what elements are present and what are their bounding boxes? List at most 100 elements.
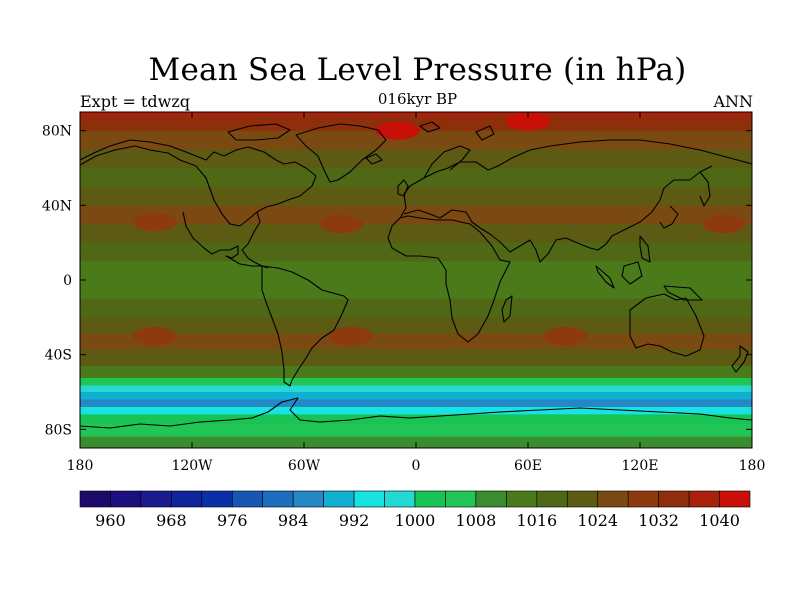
lon-tick-label: 60E xyxy=(514,458,542,474)
coast-iceland xyxy=(365,153,383,165)
lon-tick-label: 180 xyxy=(67,458,94,474)
colorbar-swatch xyxy=(445,490,477,508)
colorbar-swatch xyxy=(201,490,233,508)
pressure-high-cell xyxy=(132,327,177,345)
coast-africa xyxy=(387,215,511,343)
lat-tick-label: 0 xyxy=(63,273,72,289)
lat-tick-label: 40N xyxy=(42,198,72,214)
pressure-band xyxy=(80,385,752,393)
lon-tick-label: 120W xyxy=(171,458,213,474)
colorbar-swatch xyxy=(475,490,507,508)
colorbar-label: 1024 xyxy=(577,511,618,530)
season-label: ANN xyxy=(713,92,753,111)
colorbar-swatch xyxy=(688,490,720,508)
colorbar-swatch xyxy=(110,490,142,508)
pressure-band xyxy=(80,205,752,225)
coast-svalbard xyxy=(419,121,441,133)
colorbar-swatch xyxy=(262,490,294,508)
coast-philippines xyxy=(639,235,651,263)
map-axes: 180 120W 60W 0 60E 120E 180 80N 40N 0 40S 80S xyxy=(42,112,765,474)
coast-scandinavia xyxy=(423,145,471,179)
colorbar-swatch xyxy=(506,490,538,508)
colorbar-label: 968 xyxy=(156,511,187,530)
pressure-band xyxy=(80,224,752,244)
chart-subtitle: 016kyr BP xyxy=(377,90,458,108)
colorbar-label: 1040 xyxy=(699,511,740,530)
coast-new-guinea xyxy=(663,285,703,301)
pressure-band xyxy=(80,242,752,262)
coast-borneo xyxy=(621,261,643,285)
colorbar-label: 976 xyxy=(217,511,248,530)
colorbar: 960 968 976 984 992 1000 1008 1016 1024 1032 1040 xyxy=(79,490,751,530)
colorbar-swatch xyxy=(292,490,324,508)
coast-kamchatka xyxy=(699,171,711,207)
colorbar-label: 1000 xyxy=(395,511,436,530)
coast-greenland xyxy=(295,123,387,183)
coast-new-zealand xyxy=(731,345,749,373)
coast-uk xyxy=(397,179,409,197)
colorbar-swatch xyxy=(627,490,659,508)
coast-japan xyxy=(659,205,679,229)
pressure-band xyxy=(80,333,752,350)
colorbar-swatch xyxy=(323,490,355,508)
colorbar-swatch xyxy=(597,490,629,508)
pressure-band xyxy=(80,392,752,400)
colorbar-swatch xyxy=(566,490,599,508)
colorbar-swatch xyxy=(79,490,111,508)
colorbar-label: 1016 xyxy=(516,511,557,530)
coast-novaya-zemlya xyxy=(475,125,495,141)
colorbar-swatch xyxy=(536,490,568,508)
lat-tick-label: 80S xyxy=(45,422,72,438)
lat-tick-label: 40S xyxy=(45,348,72,364)
coast-north-america xyxy=(80,139,317,227)
colorbar-label: 1008 xyxy=(456,511,497,530)
chart-title: Mean Sea Level Pressure (in hPa) xyxy=(148,52,687,88)
pressure-high-cell xyxy=(543,327,588,345)
pressure-band xyxy=(80,130,752,150)
lon-tick-label: 120E xyxy=(622,458,659,474)
pressure-high-cell xyxy=(328,327,373,345)
lon-tick-label: 180 xyxy=(739,458,766,474)
pressure-band xyxy=(80,414,752,425)
pressure-band xyxy=(80,406,752,415)
experiment-label: Expt = tdwzq xyxy=(80,92,190,111)
lon-tick-label: 0 xyxy=(412,458,421,474)
pressure-band xyxy=(80,261,752,281)
coast-us-east xyxy=(241,211,269,269)
pressure-high-cell xyxy=(319,215,364,233)
pressure-band xyxy=(80,116,752,132)
coastlines xyxy=(80,121,752,429)
pressure-high-cell xyxy=(375,121,420,140)
colorbar-swatch xyxy=(384,490,416,508)
pressure-band xyxy=(80,423,752,438)
colorbar-swatch xyxy=(414,490,446,508)
colorbar-swatch xyxy=(231,490,264,508)
coast-sumatra xyxy=(595,265,615,289)
colorbar-label: 1032 xyxy=(638,511,679,530)
pressure-band xyxy=(80,186,752,206)
colorbar-label: 992 xyxy=(339,511,370,530)
pressure-band xyxy=(80,298,752,318)
coast-eurasia xyxy=(399,139,752,219)
coast-gulf-central-america xyxy=(182,211,262,267)
coast-south-america xyxy=(261,265,349,387)
pressure-high-cell xyxy=(506,112,550,131)
pressure-band xyxy=(80,349,752,367)
pressure-band xyxy=(80,280,752,300)
pressure-band xyxy=(80,378,752,386)
lon-tick-label: 60W xyxy=(288,458,321,474)
coast-arctic-islands xyxy=(227,123,291,141)
coast-madagascar xyxy=(501,295,513,323)
pressure-band xyxy=(80,317,752,334)
coast-antarctica xyxy=(80,397,752,429)
colorbar-swatch xyxy=(171,490,203,508)
colorbar-label: 960 xyxy=(95,511,126,530)
pressure-band xyxy=(80,365,752,379)
pressure-band xyxy=(80,399,752,408)
pressure-high-cell xyxy=(132,213,177,232)
colorbar-label: 984 xyxy=(278,511,309,530)
pressure-field xyxy=(80,112,752,448)
lat-tick-label: 80N xyxy=(42,124,72,140)
pressure-band xyxy=(80,149,752,169)
